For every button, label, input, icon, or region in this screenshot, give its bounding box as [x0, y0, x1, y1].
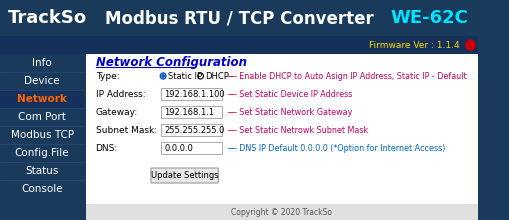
FancyBboxPatch shape	[0, 36, 477, 54]
Text: Modbus TCP: Modbus TCP	[11, 130, 74, 140]
FancyBboxPatch shape	[161, 106, 222, 118]
Text: Firmware Ver : 1.1.4: Firmware Ver : 1.1.4	[368, 40, 459, 50]
FancyBboxPatch shape	[151, 168, 218, 183]
FancyBboxPatch shape	[0, 54, 84, 220]
Text: ── Enable DHCP to Auto Asign IP Address, Static IP - Default: ── Enable DHCP to Auto Asign IP Address,…	[227, 72, 466, 81]
Text: Type:: Type:	[95, 72, 119, 81]
FancyBboxPatch shape	[86, 204, 477, 220]
FancyBboxPatch shape	[0, 90, 84, 108]
Text: Gateway:: Gateway:	[95, 108, 137, 117]
Text: 192.168.1.1: 192.168.1.1	[164, 108, 214, 117]
Text: Network: Network	[17, 94, 67, 104]
FancyBboxPatch shape	[161, 124, 222, 136]
Text: ── Set Static Network Gateway: ── Set Static Network Gateway	[227, 108, 352, 117]
Text: Console: Console	[21, 184, 63, 194]
Text: Info: Info	[32, 58, 52, 68]
Text: Com Port: Com Port	[18, 112, 66, 122]
FancyBboxPatch shape	[161, 88, 222, 100]
Circle shape	[160, 73, 165, 79]
Text: 0.0.0.0: 0.0.0.0	[164, 143, 192, 152]
Text: DHCP: DHCP	[205, 72, 229, 81]
FancyBboxPatch shape	[0, 0, 477, 36]
Text: 192.168.1.100: 192.168.1.100	[164, 90, 224, 99]
FancyBboxPatch shape	[86, 54, 477, 204]
Text: ── Set Static Netrowk Subnet Mask: ── Set Static Netrowk Subnet Mask	[227, 125, 367, 134]
Text: WE-62C: WE-62C	[390, 9, 468, 27]
Text: Network Configuration: Network Configuration	[95, 55, 246, 68]
Text: ── Set Static Device IP Address: ── Set Static Device IP Address	[227, 90, 352, 99]
Text: Status: Status	[25, 166, 59, 176]
Text: Static IP: Static IP	[167, 72, 202, 81]
FancyBboxPatch shape	[161, 142, 222, 154]
Text: Subnet Mask:: Subnet Mask:	[95, 125, 156, 134]
Text: ── DNS IP Default 0.0.0.0 (*Option for Internet Access): ── DNS IP Default 0.0.0.0 (*Option for I…	[227, 143, 444, 152]
Text: IP Address:: IP Address:	[95, 90, 145, 99]
Text: Config.File: Config.File	[15, 148, 69, 158]
Text: Modbus RTU / TCP Converter: Modbus RTU / TCP Converter	[104, 9, 373, 27]
Circle shape	[162, 75, 164, 77]
Text: Update Settings: Update Settings	[151, 171, 218, 180]
Text: Copyright © 2020 TrackSo: Copyright © 2020 TrackSo	[230, 207, 331, 216]
Text: 255.255.255.0: 255.255.255.0	[164, 125, 224, 134]
Text: TrackSo: TrackSo	[8, 9, 87, 27]
Text: DNS:: DNS:	[95, 143, 118, 152]
Circle shape	[161, 75, 164, 77]
Circle shape	[465, 40, 474, 50]
Text: Device: Device	[24, 76, 60, 86]
